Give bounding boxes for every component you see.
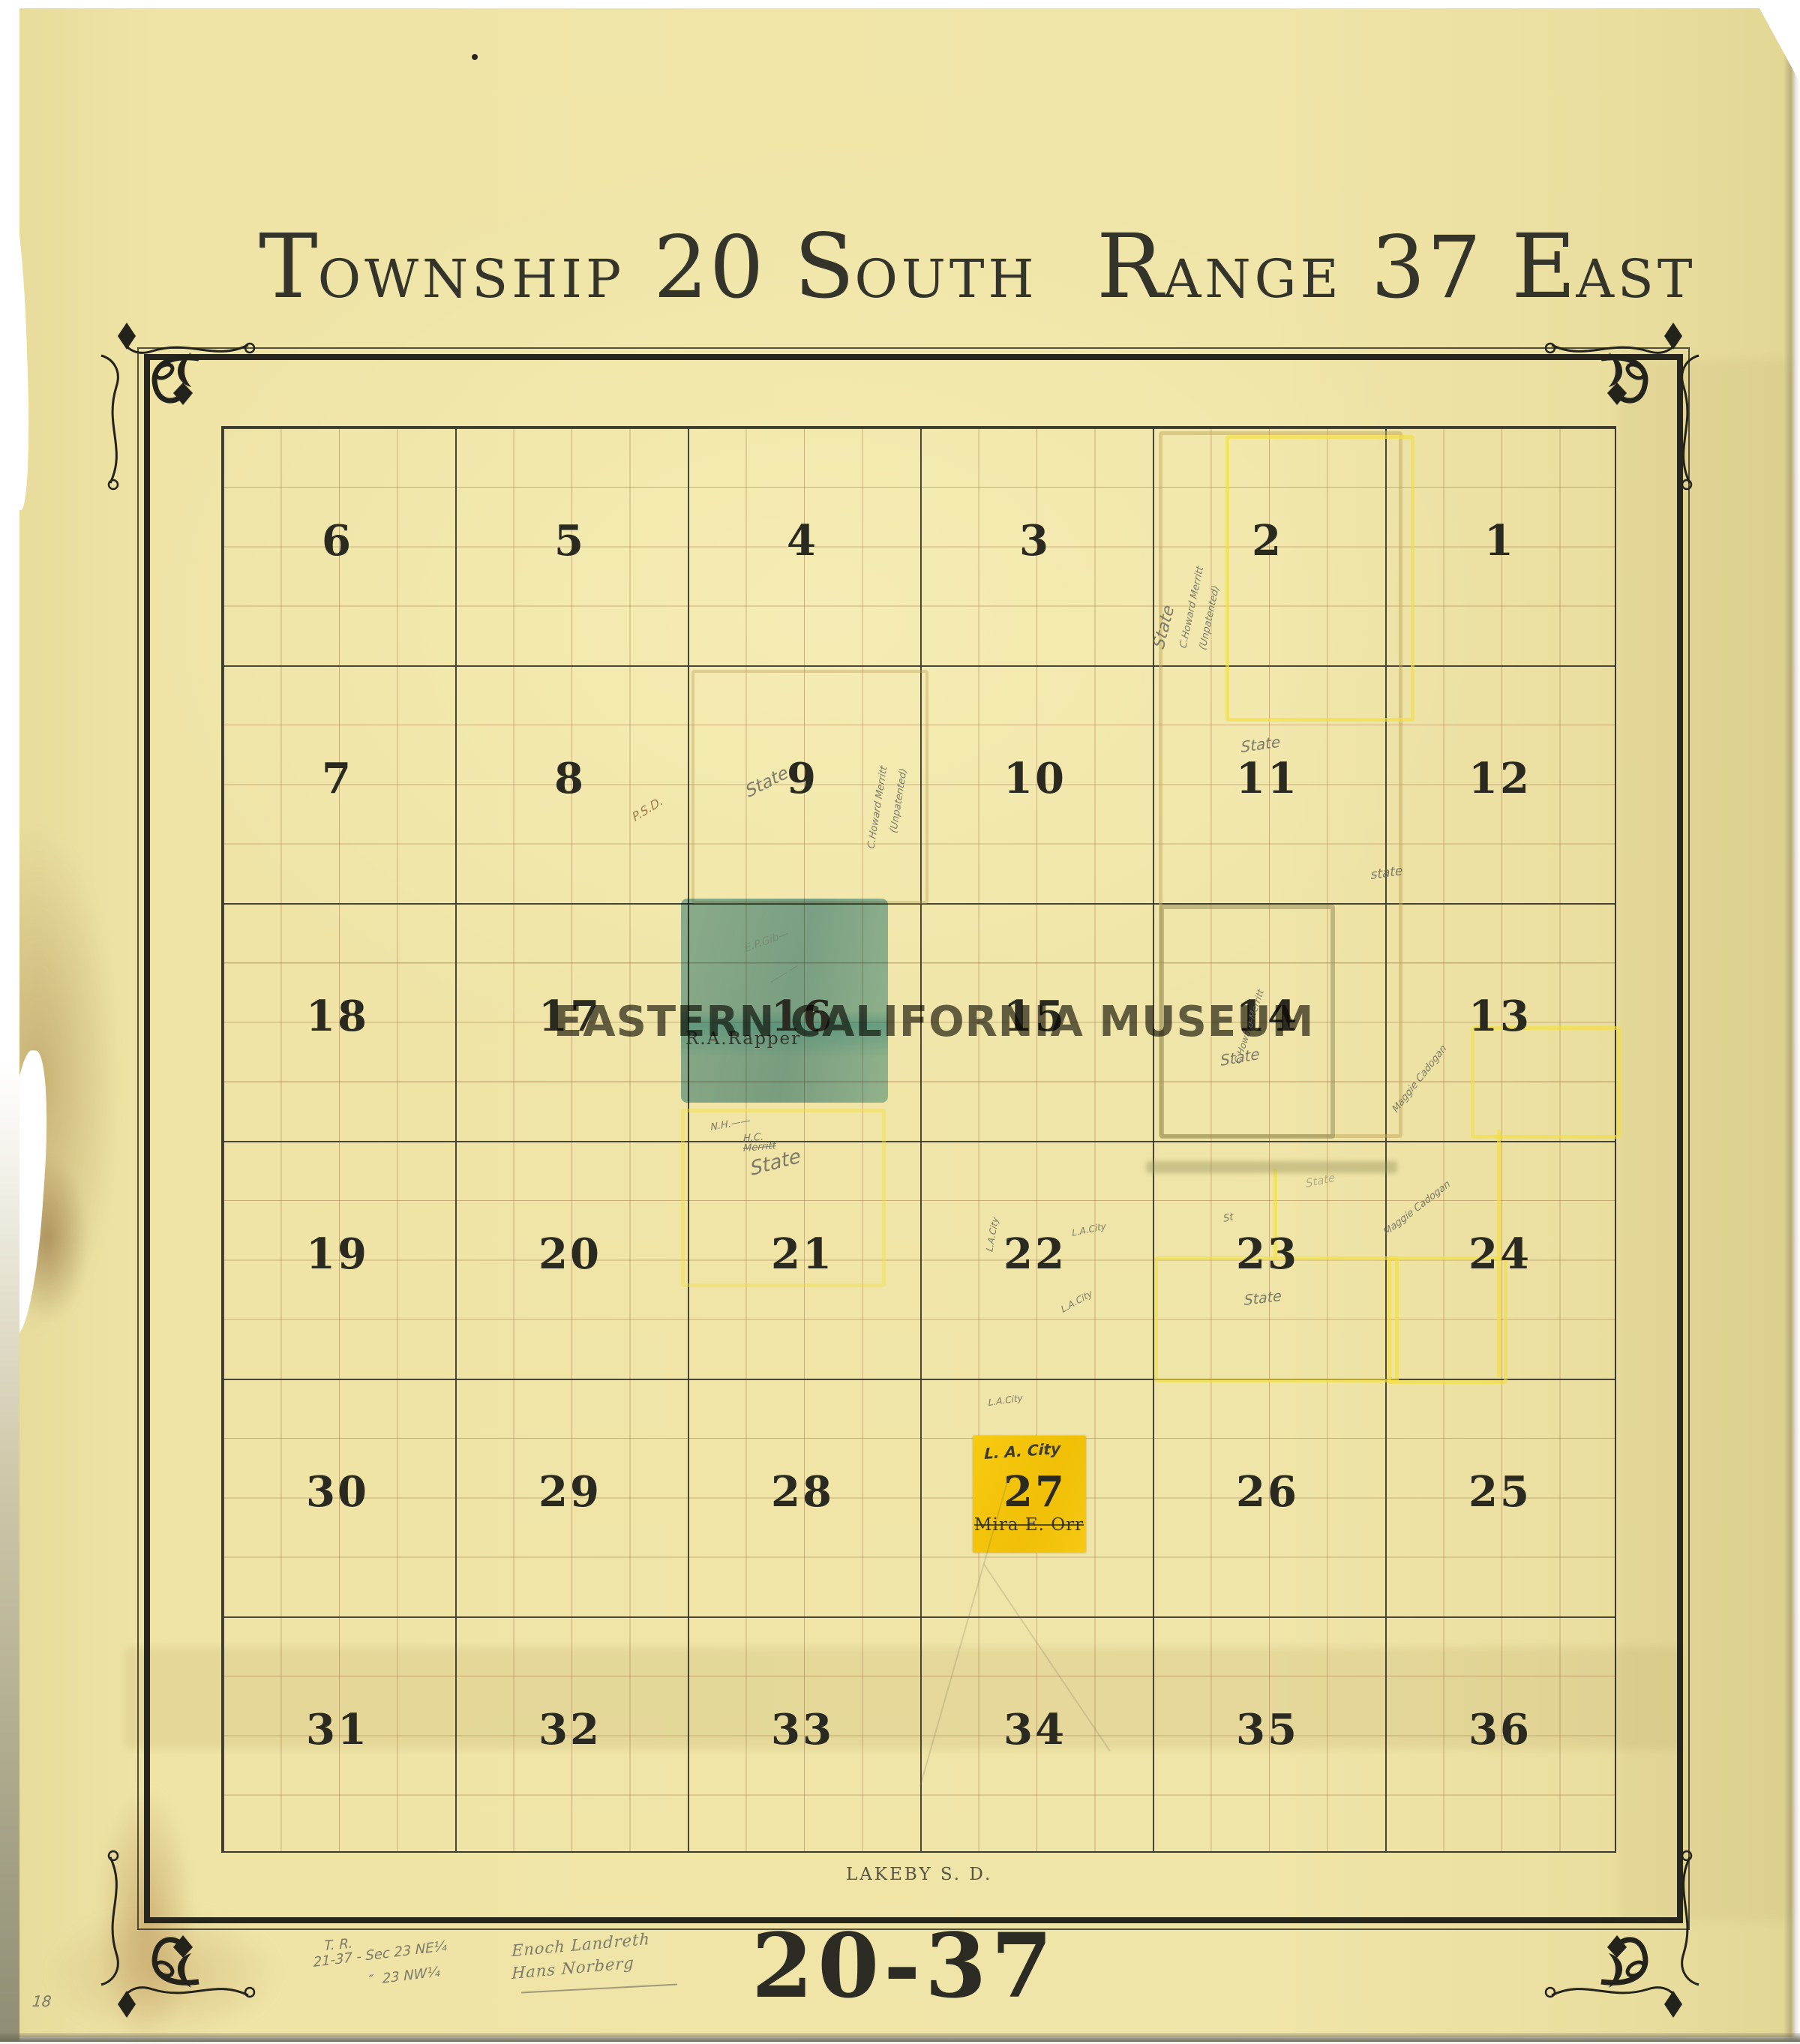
pencil-annotation: 18 <box>31 1992 52 2010</box>
title-segment: 37 <box>1342 218 1512 317</box>
section-number-23: 23 <box>1236 1229 1299 1279</box>
section-number-14: 14 <box>1236 991 1299 1041</box>
title-segment: 20 <box>625 218 794 317</box>
title-segment: T <box>259 215 318 318</box>
section-number-15: 15 <box>1004 991 1066 1041</box>
corner-flourish-icon <box>1541 1847 1721 2027</box>
title-segment: OUTH <box>854 248 1038 310</box>
section-number-26: 26 <box>1236 1466 1299 1517</box>
section-number-31: 31 <box>306 1704 369 1754</box>
section-number-8: 8 <box>554 753 586 803</box>
section-number-11: 11 <box>1236 753 1299 803</box>
section-number-24: 24 <box>1468 1229 1532 1279</box>
section-number-36: 36 <box>1468 1704 1532 1754</box>
frame-outer-line <box>137 347 1690 1930</box>
frame-border <box>144 354 1683 1923</box>
title-segment: AST <box>1576 248 1696 310</box>
map-title-township: T OWNSHIP 20 S OUTH <box>259 222 1038 311</box>
section-number-19: 19 <box>306 1229 369 1279</box>
section-number-17: 17 <box>538 991 602 1041</box>
title-segment: ANGE <box>1162 248 1342 310</box>
section-number-3: 3 <box>1019 515 1051 566</box>
section-number-1: 1 <box>1484 515 1516 566</box>
section-number-21: 21 <box>771 1229 834 1279</box>
section-number-20: 20 <box>538 1229 602 1279</box>
map-title-range: R ANGE 37 E AST <box>1096 222 1696 311</box>
section-number-16: 16 <box>771 991 834 1041</box>
section-number-7: 7 <box>322 753 353 803</box>
section-number-29: 29 <box>538 1466 602 1517</box>
section-number-28: 28 <box>771 1466 834 1517</box>
section-number-4: 4 <box>787 515 818 566</box>
section-number-22: 22 <box>1004 1229 1066 1279</box>
blue-parcel-overlay-section-16 <box>681 899 888 1103</box>
section-number-35: 35 <box>1236 1704 1299 1754</box>
sheet-number: 20-37 <box>752 1913 1058 2018</box>
ink-dot-artifact <box>472 54 478 60</box>
section-number-18: 18 <box>306 991 369 1041</box>
section-number-27: 27 <box>1004 1466 1066 1517</box>
section-number-12: 12 <box>1468 753 1532 803</box>
title-segment: R <box>1096 215 1163 318</box>
parcel-owner-label: Mira E. Orr <box>974 1515 1084 1535</box>
section-number-32: 32 <box>538 1704 602 1754</box>
section-number-5: 5 <box>554 515 586 566</box>
section-number-9: 9 <box>787 753 818 803</box>
township-grid <box>221 426 1616 1853</box>
section-number-25: 25 <box>1468 1466 1532 1517</box>
section-number-33: 33 <box>771 1704 834 1754</box>
section-number-30: 30 <box>306 1466 369 1517</box>
title-segment: S <box>794 215 855 318</box>
corner-flourish-icon <box>1541 314 1721 494</box>
corner-flourish-icon <box>79 314 259 494</box>
section-number-34: 34 <box>1004 1704 1066 1754</box>
title-segment: E <box>1511 215 1576 318</box>
corner-flourish-icon <box>79 1847 259 2027</box>
gold-parcel-overlay-section-27 <box>973 1436 1086 1553</box>
section-number-6: 6 <box>322 515 353 566</box>
section-number-10: 10 <box>1004 753 1066 803</box>
title-segment: OWNSHIP <box>317 248 626 310</box>
district-label: LAKEBY S. D. <box>846 1865 993 1884</box>
section-number-13: 13 <box>1468 991 1532 1041</box>
section-number-2: 2 <box>1252 515 1283 566</box>
watermark: EASTERN CALIFORNIA MUSEUM <box>554 998 1315 1046</box>
parcel-owner-label: R.A.Rapper <box>686 1029 802 1049</box>
